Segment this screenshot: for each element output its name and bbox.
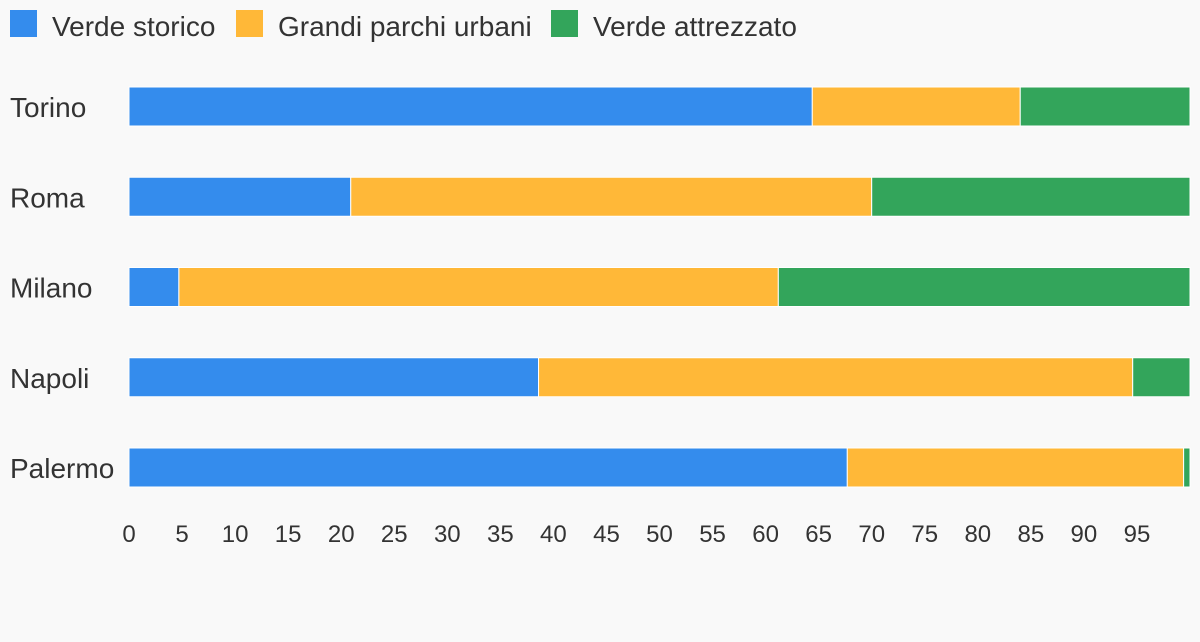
- bar-segment-torino-verde-attrezzato[interactable]: [1019, 86, 1191, 127]
- category-label-napoli: Napoli: [10, 363, 89, 394]
- legend-item-grandi-parchi-urbani[interactable]: Grandi parchi urbani: [236, 10, 532, 42]
- category-label-roma: Roma: [10, 182, 85, 213]
- x-tick-label: 40: [540, 521, 567, 548]
- legend-label-grandi-parchi-urbani: Grandi parchi urbani: [278, 11, 532, 42]
- x-tick-label: 60: [752, 521, 779, 548]
- legend: Verde storico Grandi parchi urbani Verde a…: [10, 10, 797, 42]
- x-tick-label: 70: [858, 521, 885, 548]
- bar-segment-milano-verde-attrezzato[interactable]: [777, 267, 1191, 307]
- legend-label-verde-attrezzato: Verde attrezzato: [593, 11, 797, 42]
- legend-item-verde-storico[interactable]: Verde storico: [10, 10, 215, 42]
- x-tick-label: 50: [646, 521, 673, 548]
- x-tick-label: 30: [434, 521, 461, 548]
- bar-segment-milano-grandi-parchi-urbani[interactable]: [178, 267, 779, 307]
- bar-segment-torino-grandi-parchi-urbani[interactable]: [811, 86, 1021, 127]
- x-tick-label: 65: [805, 521, 832, 548]
- bar-segment-palermo-verde-attrezzato[interactable]: [1183, 447, 1191, 488]
- legend-item-verde-attrezzato[interactable]: Verde attrezzato: [551, 10, 797, 42]
- bar-segment-palermo-verde-storico[interactable]: [128, 447, 848, 488]
- bar-row-roma: [128, 176, 1191, 217]
- bar-segment-roma-verde-attrezzato[interactable]: [871, 176, 1191, 217]
- x-tick-label: 45: [593, 521, 620, 548]
- x-tick-label: 75: [911, 521, 938, 548]
- x-tick-label: 15: [275, 521, 302, 548]
- bar-row-palermo: [128, 447, 1191, 488]
- bar-row-milano: [128, 267, 1191, 307]
- x-tick-label: 85: [1017, 521, 1044, 548]
- legend-swatch-verde-attrezzato: [551, 10, 578, 37]
- bars: [128, 86, 1191, 488]
- category-label-palermo: Palermo: [10, 453, 114, 484]
- x-tick-label: 55: [699, 521, 726, 548]
- x-tick-label: 35: [487, 521, 514, 548]
- x-axis-tick-labels: 0 5 10 15 20 25 30 35 40 45 50 55 60 65 70 75 80 85 90 95: [122, 521, 1150, 548]
- category-label-milano: Milano: [10, 273, 92, 304]
- category-labels: Torino Roma Milano Napoli Palermo: [10, 92, 114, 484]
- bar-segment-napoli-verde-storico[interactable]: [128, 357, 540, 398]
- x-tick-label: 0: [122, 521, 135, 548]
- category-label-torino: Torino: [10, 92, 86, 123]
- bar-segment-torino-verde-storico[interactable]: [128, 86, 813, 127]
- x-tick-label: 20: [328, 521, 355, 548]
- legend-label-verde-storico: Verde storico: [52, 11, 215, 42]
- bar-segment-napoli-verde-attrezzato[interactable]: [1132, 357, 1191, 398]
- bar-segment-palermo-grandi-parchi-urbani[interactable]: [846, 447, 1185, 488]
- bar-row-torino: [128, 86, 1191, 127]
- x-tick-label: 95: [1124, 521, 1151, 548]
- x-tick-label: 10: [222, 521, 249, 548]
- bar-segment-roma-verde-storico[interactable]: [128, 176, 352, 217]
- bar-segment-roma-grandi-parchi-urbani[interactable]: [350, 176, 873, 217]
- x-tick-label: 80: [964, 521, 991, 548]
- bar-row-napoli: [128, 357, 1191, 398]
- bar-segment-napoli-grandi-parchi-urbani[interactable]: [538, 357, 1134, 398]
- x-tick-label: 90: [1071, 521, 1098, 548]
- legend-swatch-verde-storico: [10, 10, 37, 37]
- bar-segment-milano-verde-storico[interactable]: [128, 267, 180, 307]
- x-tick-label: 25: [381, 521, 408, 548]
- x-tick-label: 5: [175, 521, 188, 548]
- legend-swatch-grandi-parchi-urbani: [236, 10, 263, 37]
